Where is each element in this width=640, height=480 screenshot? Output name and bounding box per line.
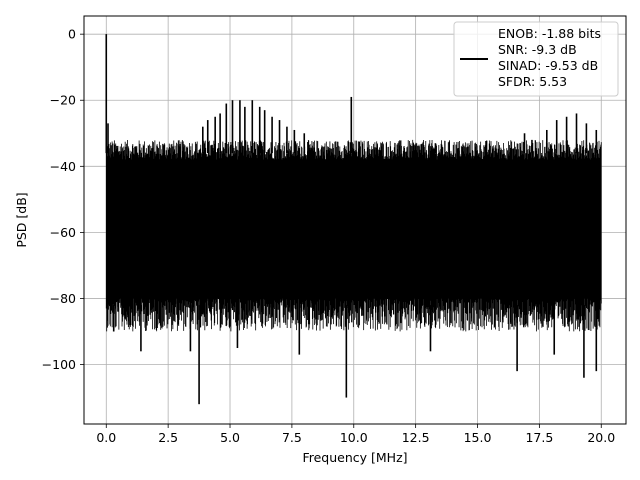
legend-entry-sfdr: SFDR: 5.53 xyxy=(498,74,567,89)
x-tick-label: 15.0 xyxy=(464,430,492,445)
legend-box xyxy=(453,21,619,97)
x-tick-label: 17.5 xyxy=(525,430,553,445)
y-tick-label: −60 xyxy=(50,225,76,240)
y-tick-label: −100 xyxy=(42,357,76,372)
legend-entry-sinad: SINAD: -9.53 dB xyxy=(498,58,598,73)
y-tick-label: 0 xyxy=(68,27,76,42)
x-tick-label: 12.5 xyxy=(402,430,430,445)
axes-frame xyxy=(83,15,627,425)
x-tick-label: 10.0 xyxy=(340,430,368,445)
legend-entry-snr: SNR: -9.3 dB xyxy=(498,42,577,57)
x-tick-label: 2.5 xyxy=(158,430,178,445)
x-tick-label: 20.0 xyxy=(587,430,615,445)
x-tick-label: 0.0 xyxy=(96,430,116,445)
legend-entry-enob: ENOB: -1.88 bits xyxy=(498,26,601,41)
y-tick-label: −40 xyxy=(50,159,76,174)
legend: ENOB: -1.88 bits SNR: -9.3 dB SINAD: -9.… xyxy=(453,21,619,97)
x-tick-label: 7.5 xyxy=(282,430,302,445)
y-axis-label: PSD [dB] xyxy=(14,192,29,247)
y-tick-label: −20 xyxy=(50,93,76,108)
noise-spread xyxy=(105,139,602,332)
y-tick-label: −80 xyxy=(50,291,76,306)
x-tick-label: 5.0 xyxy=(220,430,240,445)
plot-area xyxy=(105,34,602,405)
x-axis-label: Frequency [MHz] xyxy=(302,450,407,465)
axis-ticks: 0.0 2.5 5.0 7.5 10.0 12.5 15.0 17.5 20.0 0 −20 −40 −… xyxy=(42,27,616,445)
